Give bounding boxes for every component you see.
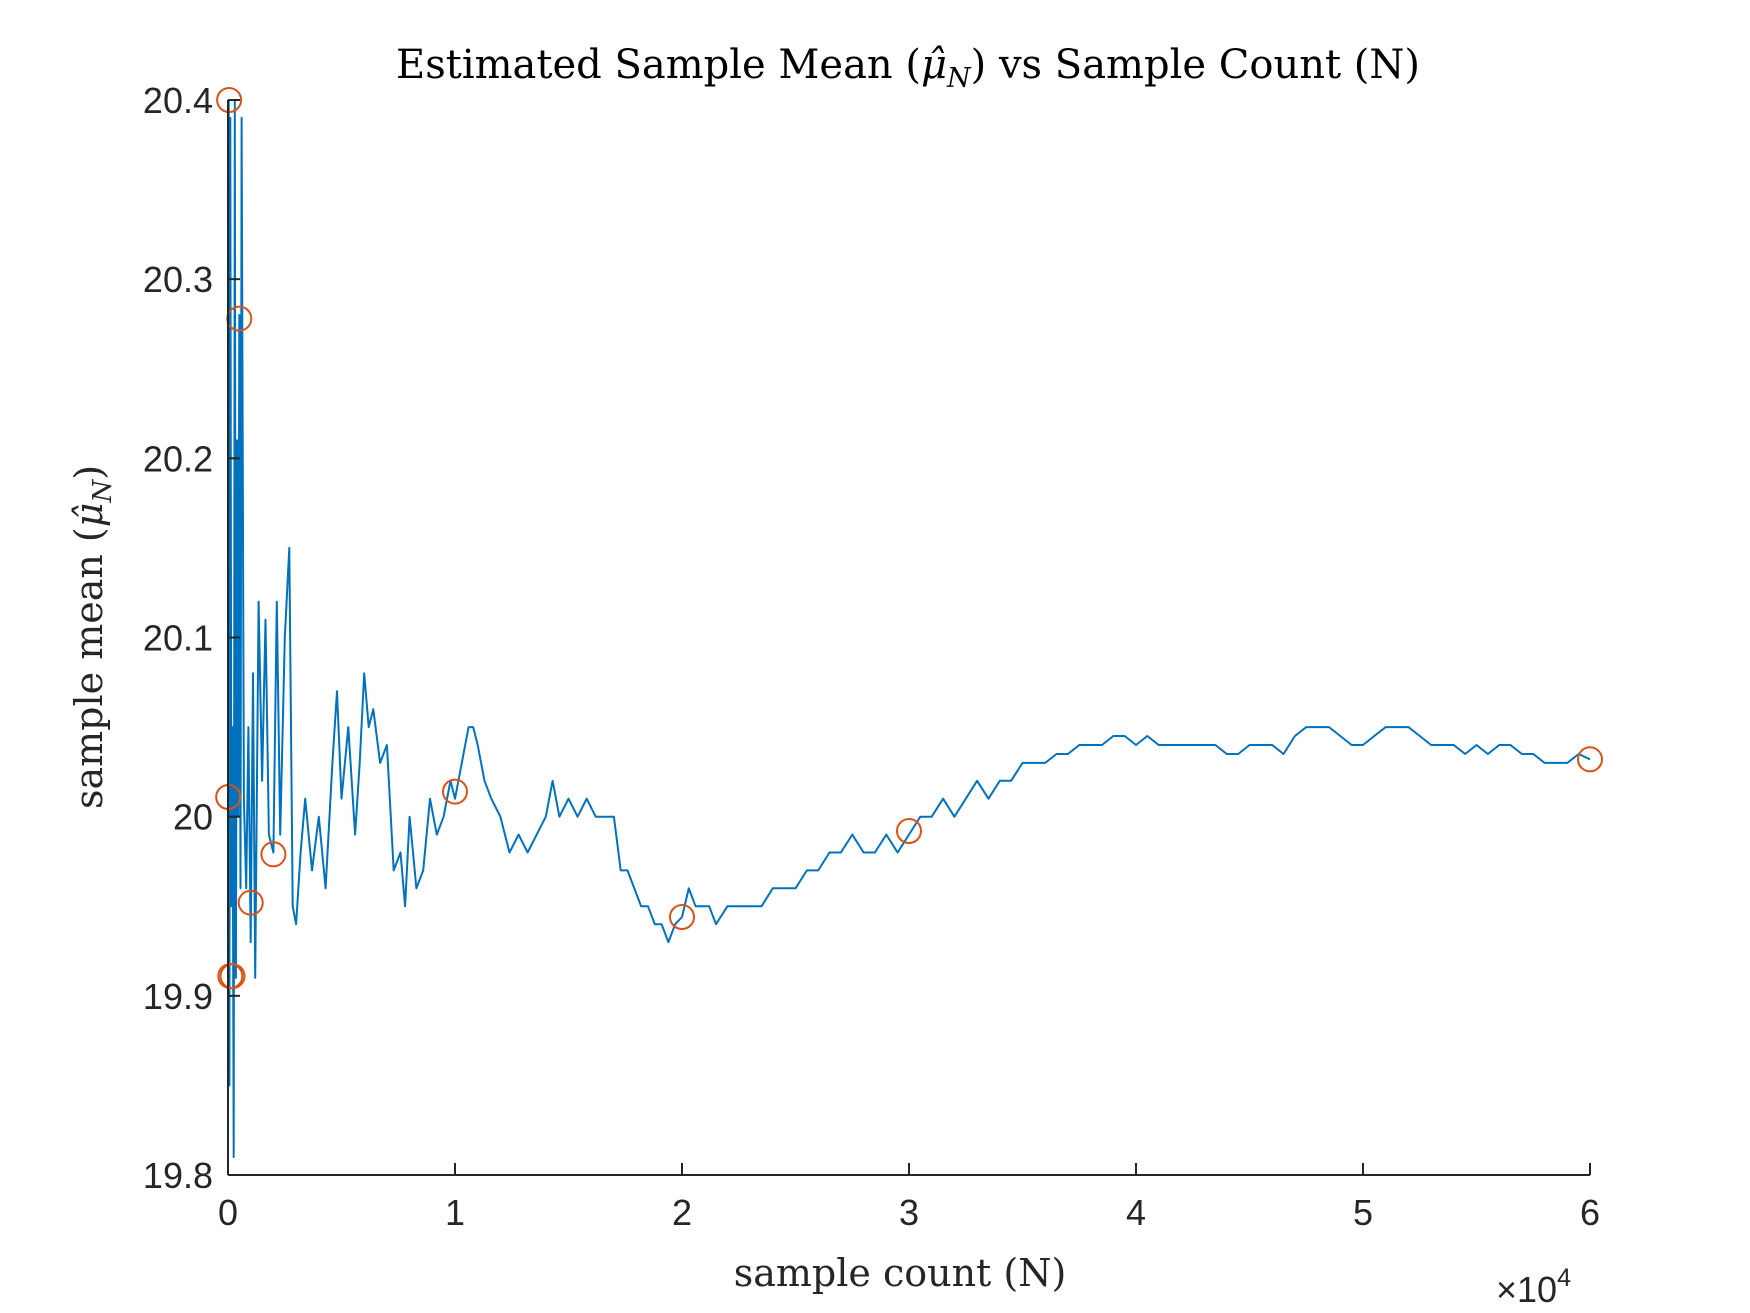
y-tick-label: 20 [173,797,213,838]
data-point-marker [1577,746,1603,773]
x-axis-exponent: ×104 [1496,1264,1571,1310]
y-tick-label: 20.2 [143,438,213,479]
x-tick-label: 0 [218,1192,238,1233]
y-tick-label: 19.9 [143,976,213,1017]
x-axis-label: sample count (N) [734,1251,1067,1295]
data-point-marker [216,87,243,113]
series-line-0 [227,99,1591,1159]
x-tick-label: 5 [1353,1192,1373,1233]
series-layer [227,99,1591,1159]
x-tick-label: 4 [1126,1192,1146,1233]
x-tick-label: 1 [445,1192,465,1233]
x-tick-label: 3 [899,1192,919,1233]
data-point-marker [896,818,922,844]
data-point-marker [669,904,695,930]
data-point-marker [260,841,287,868]
data-point-marker [442,778,468,805]
y-tick-label: 19.8 [143,1155,213,1196]
x-tick-label: 2 [672,1192,692,1233]
y-tick-label: 20.4 [143,80,213,121]
x-tick-label: 6 [1580,1192,1600,1233]
y-tick-label: 20.3 [143,259,213,300]
y-axis-label: sample mean (μ̂N) [67,465,118,809]
axes-background [228,100,1590,1175]
chart-title: Estimated Sample Mean (μ̂N) vs Sample Co… [396,42,1420,94]
ticks: 0 1 2 3 4 5 6 19.8 19.9 20 20.1 20.2 20.3 20.4 [143,80,1600,1233]
data-point-marker [219,963,246,990]
data-point-marker [237,889,264,916]
y-tick-label: 20.1 [143,618,213,659]
